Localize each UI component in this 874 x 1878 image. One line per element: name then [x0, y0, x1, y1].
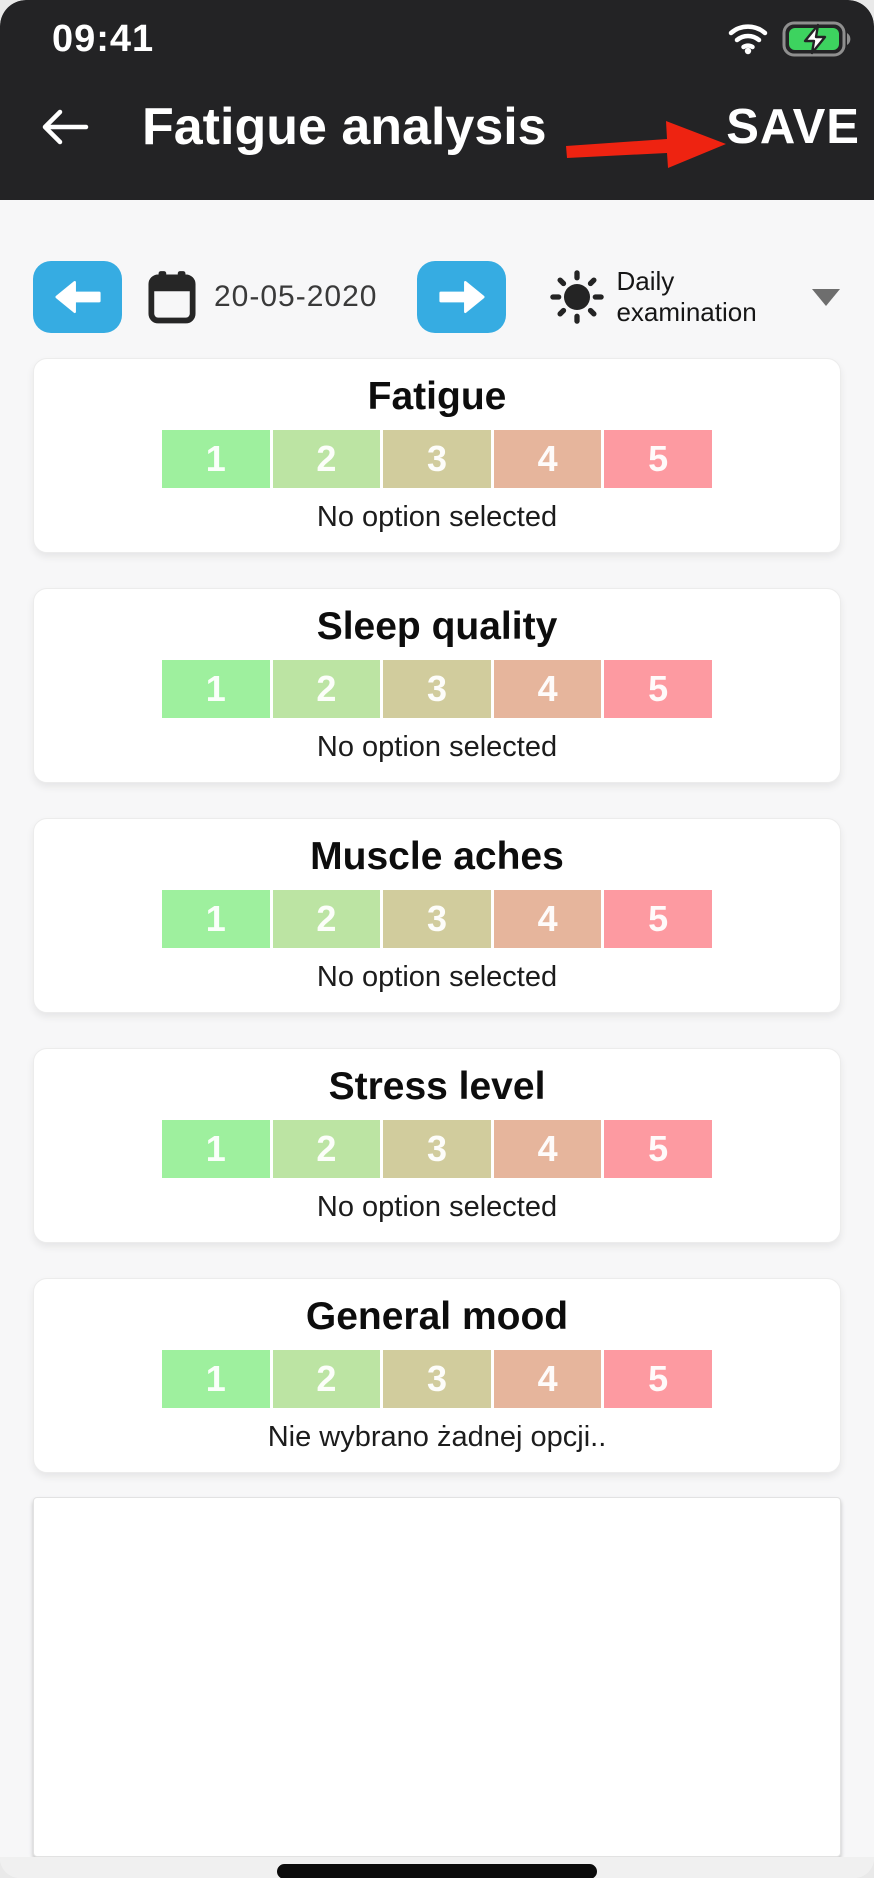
nav-bar: Fatigue analysis SAVE — [0, 64, 874, 200]
back-arrow-icon — [38, 105, 90, 149]
rating-option-3[interactable]: 3 — [383, 430, 491, 488]
selection-status: Nie wybrano żadnej opcji.. — [267, 1421, 607, 1453]
rating-option-2[interactable]: 2 — [272, 660, 381, 718]
status-bar: 09:41 — [0, 0, 874, 64]
annotation-red-arrow-icon — [566, 114, 728, 172]
save-button[interactable]: SAVE — [726, 100, 860, 154]
question-title: General mood — [305, 1295, 569, 1338]
rating-option-5[interactable]: 5 — [604, 1350, 712, 1408]
rating-option-3[interactable]: 3 — [383, 660, 491, 718]
rating-option-2[interactable]: 2 — [272, 430, 381, 488]
selection-status: No option selected — [316, 731, 558, 763]
rating-option-4[interactable]: 4 — [493, 660, 602, 718]
back-button[interactable] — [38, 105, 90, 149]
rating-option-1[interactable]: 1 — [162, 660, 270, 718]
date-label[interactable]: 20-05-2020 — [214, 280, 378, 313]
arrow-left-icon — [51, 274, 105, 320]
rating-option-5[interactable]: 5 — [604, 430, 712, 488]
bottom-strip — [0, 1857, 874, 1878]
selection-status: No option selected — [316, 501, 558, 533]
rating-option-3[interactable]: 3 — [383, 890, 491, 948]
exam-type-label[interactable]: Daily examination — [616, 266, 757, 327]
date-toolbar: 20-05-2020 — [0, 200, 874, 358]
rating-option-4[interactable]: 4 — [493, 890, 602, 948]
battery-icon — [782, 21, 854, 57]
status-time: 09:41 — [52, 17, 155, 60]
page-title: Fatigue analysis — [142, 98, 547, 156]
sun-icon — [550, 270, 605, 324]
rating-option-5[interactable]: 5 — [604, 890, 712, 948]
rating-option-4[interactable]: 4 — [493, 1120, 602, 1178]
rating-option-4[interactable]: 4 — [493, 430, 602, 488]
empty-panel — [33, 1497, 841, 1857]
chevron-down-icon[interactable] — [812, 288, 840, 306]
home-indicator[interactable] — [277, 1864, 597, 1878]
calendar-icon[interactable] — [148, 270, 196, 324]
rating-option-2[interactable]: 2 — [272, 1350, 381, 1408]
arrow-right-icon — [435, 274, 489, 320]
rating-option-4[interactable]: 4 — [493, 1350, 602, 1408]
question-title: Fatigue — [367, 375, 507, 418]
question-title: Stress level — [328, 1065, 546, 1108]
rating-option-5[interactable]: 5 — [604, 1120, 712, 1178]
rating-option-1[interactable]: 1 — [162, 1120, 270, 1178]
rating-option-3[interactable]: 3 — [383, 1120, 491, 1178]
rating-option-2[interactable]: 2 — [272, 1120, 381, 1178]
next-day-button[interactable] — [417, 261, 507, 333]
selection-status: No option selected — [316, 961, 558, 993]
status-icons — [728, 21, 854, 57]
rating-option-3[interactable]: 3 — [383, 1350, 491, 1408]
wifi-icon — [728, 23, 768, 55]
rating-option-1[interactable]: 1 — [162, 890, 270, 948]
question-title: Muscle aches — [310, 835, 564, 878]
rating-option-5[interactable]: 5 — [604, 660, 712, 718]
rating-option-1[interactable]: 1 — [162, 1350, 270, 1408]
rating-option-1[interactable]: 1 — [162, 430, 270, 488]
question-title: Sleep quality — [316, 605, 558, 648]
prev-day-button[interactable] — [33, 261, 122, 333]
selection-status: No option selected — [316, 1191, 558, 1223]
app-header: 09:41 — [0, 0, 874, 200]
rating-option-2[interactable]: 2 — [272, 890, 381, 948]
